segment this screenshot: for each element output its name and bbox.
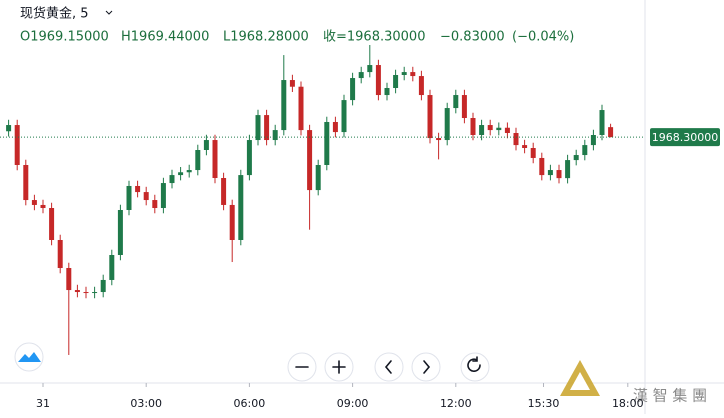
candle-body [31,200,37,205]
candle-body [195,150,201,171]
x-tick-label: 12:00 [440,397,472,410]
candle-body [393,75,399,89]
candle-body [272,130,278,141]
candle-body [375,65,381,96]
ohlc-change-pct: (−0.04%) [512,30,574,45]
candle-body [539,157,545,176]
candle-body [427,95,433,139]
zoom-in-button[interactable] [324,352,354,382]
candle-body [100,279,106,293]
candle-body [281,80,287,131]
candle-body [453,95,459,109]
watermark-text: 漢 智 集 團 [633,387,707,405]
zoom-out-button[interactable] [287,352,317,382]
watermark-logo [560,360,600,396]
candle-body [307,130,313,191]
chevron[interactable] [105,10,113,15]
candle-body [238,175,244,240]
candle-body [92,292,98,294]
scroll-left-button[interactable] [374,352,404,382]
last-price-label: 1968.30000 [652,131,718,144]
reset-button[interactable] [460,352,490,382]
candle-body [565,160,571,179]
x-tick-label: 03:00 [130,397,162,410]
candle-body [367,65,373,73]
candle-body [599,110,605,135]
candle-body [14,125,20,165]
candle-body [221,178,227,205]
candle-body [324,121,330,165]
candle-body [40,204,46,209]
candle-body [109,255,115,280]
candle-body [479,125,485,135]
candle-body [117,210,123,255]
candle-body [23,165,29,201]
candle-body [530,148,536,158]
candle-body [332,121,338,133]
candle-body [410,72,416,77]
x-tick-label: 18:00 [612,397,644,410]
candle-body [418,76,424,96]
ohlc-low: L1968.28000 [223,30,309,45]
logo-button[interactable] [14,342,44,372]
candle-body [289,80,295,87]
ohlc-high: H1969.44000 [121,30,209,45]
candle-body [444,108,450,141]
candle-body [126,185,132,210]
candle-body [350,78,356,101]
candle-body [401,72,407,75]
ohlc-change: −0.83000 [440,30,505,45]
ohlc-close: 收=1968.30000 [323,30,425,45]
candle-body [384,88,390,96]
candle-body [186,170,192,173]
last-price-box [650,128,720,147]
x-tick-label: 31 [36,397,50,410]
candle-body [203,140,209,150]
candle-body [298,86,304,131]
candle-body [496,127,502,131]
candle-body [135,185,141,193]
candle-body [264,115,270,141]
candle-body [315,165,321,191]
candle-body [169,175,175,184]
candle-body [608,127,614,138]
candle-body [556,170,562,179]
x-tick-label: 06:00 [234,397,266,410]
candle-body [582,145,588,156]
candle-body [255,115,261,141]
candle-body [590,135,596,146]
candle-body [358,72,364,79]
candle-body [470,118,476,135]
candle-body [547,170,553,176]
candle-body [160,183,166,209]
candle-body [246,140,252,176]
plot [6,45,614,355]
candle-body [49,208,55,240]
candle-body [487,125,493,131]
candle-body [341,100,347,133]
scroll-right-button[interactable] [411,352,441,382]
x-tick-label: 09:00 [337,397,369,410]
candle-body [461,95,467,119]
candle-body [143,192,149,201]
candle-body [74,290,80,293]
candle-body [178,172,184,176]
candle-body [6,125,12,132]
candle-body [212,140,218,179]
symbol-title: 现货黄金, 5 [20,6,89,22]
candle-body [513,133,519,146]
candle-body [504,127,510,134]
candle-body [229,204,235,240]
candle-body [83,292,89,294]
candle-body [436,138,442,141]
candle-body [57,240,63,269]
candle-body [66,268,72,291]
ohlc-open: O1969.15000 [20,30,109,45]
x-tick-label: 15:30 [528,397,560,410]
candle-body [152,200,158,209]
candle-body [522,145,528,149]
candle-body [573,155,579,161]
